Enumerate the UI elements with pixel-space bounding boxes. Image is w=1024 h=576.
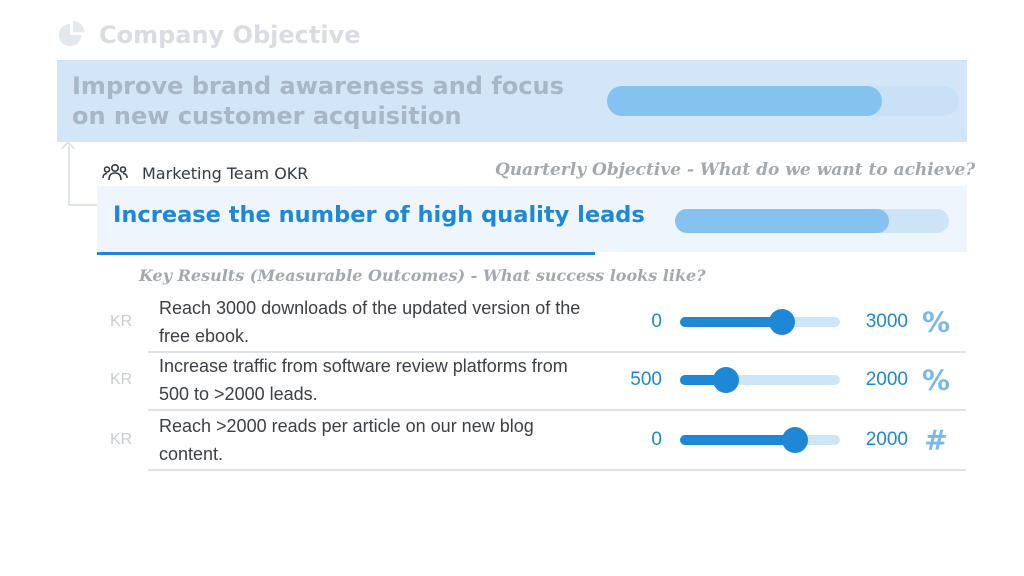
pie-chart-icon <box>58 20 85 47</box>
company-progress-fill <box>607 86 882 116</box>
kr-text: Increase traffic from software review pl… <box>159 356 568 404</box>
kr-start-value: 500 <box>630 369 662 390</box>
kr-slider-fill <box>680 317 783 327</box>
kr-tag: KR <box>110 371 133 388</box>
hash-icon: # <box>924 423 948 457</box>
kr-text: Reach >2000 reads per article on our new… <box>159 416 534 464</box>
key-results-heading: Key Results (Measurable Outcomes) - What… <box>139 266 706 285</box>
kr-slider-handle[interactable] <box>782 427 809 453</box>
hierarchy-connector <box>68 146 98 206</box>
kr-slider[interactable] <box>680 309 840 335</box>
key-result-row: KR Reach >2000 reads per article on our … <box>110 411 966 471</box>
kr-slider-fill <box>680 375 727 385</box>
company-objective-title: Company Objective <box>99 21 361 49</box>
kr-tag: KR <box>110 431 133 448</box>
key-result-row: KR Increase traffic from software review… <box>110 351 966 411</box>
company-objective-text: Improve brand awareness and focus on new… <box>72 72 564 130</box>
kr-start-value: 0 <box>651 311 662 332</box>
company-objective-header: Company Objective <box>57 20 361 50</box>
quarterly-objective-label: Quarterly Objective - What do we want to… <box>495 160 976 180</box>
company-progress-bar <box>607 86 959 116</box>
team-icon <box>102 163 128 181</box>
percent-icon: % <box>921 305 951 339</box>
kr-slider-handle[interactable] <box>769 309 796 335</box>
kr-slider[interactable] <box>680 427 840 453</box>
kr-slider-handle[interactable] <box>713 367 740 393</box>
kr-target-value: 2000 <box>865 369 908 390</box>
kr-text: Reach 3000 downloads of the updated vers… <box>159 298 581 346</box>
kr-slider[interactable] <box>680 367 840 393</box>
team-progress-bar <box>675 209 949 233</box>
kr-start-value: 0 <box>651 429 662 450</box>
team-name: Marketing Team OKR <box>142 163 309 183</box>
kr-tag: KR <box>110 313 133 330</box>
team-progress-fill <box>675 209 889 233</box>
company-objective-card: Improve brand awareness and focus on new… <box>57 60 967 142</box>
kr-target-value: 3000 <box>865 311 908 332</box>
team-label: Marketing Team OKR <box>102 163 308 183</box>
team-objective-text: Increase the number of high quality lead… <box>113 202 645 228</box>
percent-icon: % <box>921 363 951 397</box>
kr-slider-fill <box>680 435 796 445</box>
team-objective-underline <box>97 252 595 255</box>
kr-target-value: 2000 <box>865 429 908 450</box>
key-result-row: KR Reach 3000 downloads of the updated v… <box>110 293 966 353</box>
team-objective-card: Increase the number of high quality lead… <box>97 186 967 252</box>
